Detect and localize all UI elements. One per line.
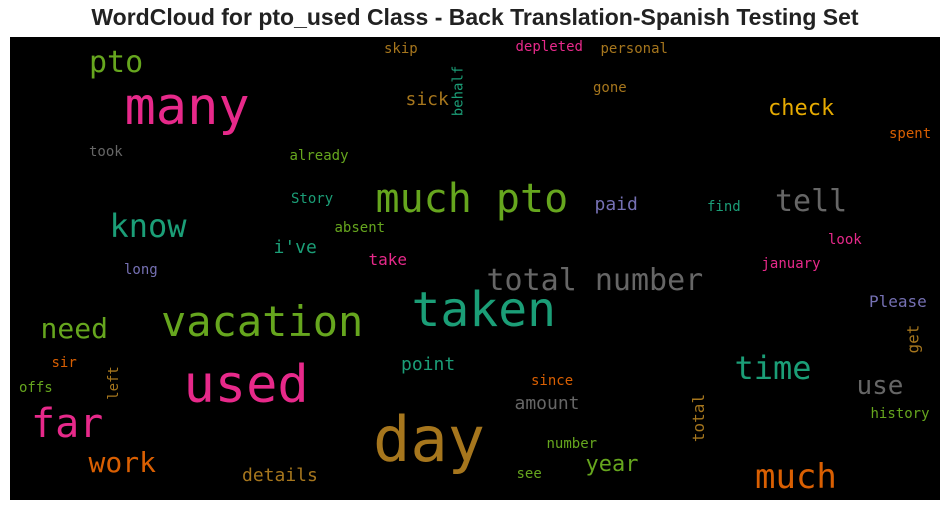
wordcloud-word: history (870, 406, 930, 422)
wordcloud-word: work (88, 446, 156, 479)
wordcloud-word: offs (19, 380, 53, 396)
wordcloud-word: behalf (449, 65, 466, 117)
wordcloud-word: day (373, 403, 485, 476)
wordcloud-word: many (124, 77, 250, 137)
wordcloud-word: amount (514, 393, 580, 414)
wordcloud-word: take (368, 250, 408, 269)
wordcloud-word: vacation (161, 297, 364, 346)
wordcloud-word: know (109, 207, 187, 245)
wordcloud-word: took (89, 144, 123, 160)
wordcloud-word: already (289, 148, 349, 164)
wordcloud-word: paid (594, 194, 638, 215)
wordcloud-word: year (585, 452, 639, 477)
wordcloud-word: used (183, 355, 309, 415)
wordcloud-word: absent (334, 220, 386, 236)
wordcloud-word: personal (600, 41, 668, 57)
wordcloud-word: get (902, 324, 922, 354)
chart-title: WordCloud for pto_used Class - Back Tran… (91, 4, 859, 30)
wordcloud-word: sir (51, 355, 77, 371)
wordcloud-word: Story (291, 191, 334, 207)
wordcloud-canvas: many day used taken vacation much pto far much k… (10, 37, 940, 500)
wordcloud-word: skip (384, 41, 418, 57)
wordcloud-word: far (31, 401, 104, 447)
wordcloud-word: gone (593, 80, 627, 96)
wordcloud-word: long (124, 262, 158, 278)
wordcloud-word: need (40, 312, 108, 345)
wordcloud-word: pto (89, 45, 144, 80)
wordcloud-word: point (401, 354, 456, 375)
wordcloud-word: since (531, 373, 574, 389)
wordcloud-word: find (707, 199, 741, 215)
wordcloud-word: look (828, 232, 862, 248)
wordcloud-word: time (734, 349, 812, 387)
wordcloud-word: january (761, 256, 821, 272)
wordcloud-word: left (105, 366, 122, 400)
wordcloud-word: taken (411, 282, 557, 338)
wordcloud-word: see (516, 466, 542, 482)
wordcloud-word: spent (889, 126, 932, 142)
wordcloud-word: check (768, 96, 835, 121)
wordcloud-word: much (755, 457, 837, 497)
wordcloud-word: number (546, 436, 598, 452)
wordcloud-word: use (856, 371, 904, 401)
wordcloud-word: tell (775, 184, 848, 219)
wordcloud-word: details (242, 465, 318, 486)
wordcloud-word: i've (273, 237, 317, 258)
wordcloud-word: depleted (515, 39, 583, 55)
wordcloud-word: much pto (375, 176, 569, 222)
wordcloud-word: Please (869, 292, 927, 311)
wordcloud-word: total (689, 393, 709, 443)
wordcloud-word: sick (405, 89, 449, 110)
wordcloud-word: total number (486, 263, 704, 298)
